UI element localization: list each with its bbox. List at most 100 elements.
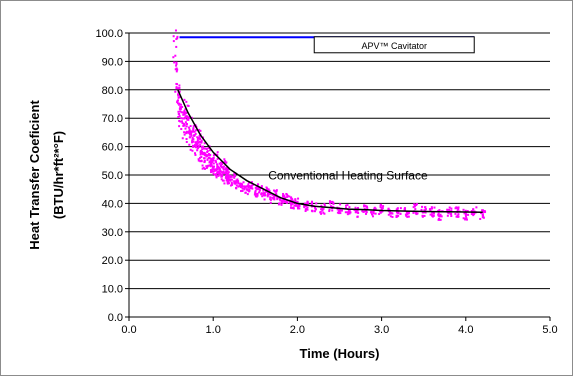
scatter-point (286, 201, 289, 204)
scatter-point (233, 172, 236, 175)
scatter-point (191, 130, 194, 133)
scatter-point (195, 142, 198, 145)
scatter-point (255, 188, 258, 191)
scatter-point (175, 62, 178, 65)
scatter-point (437, 217, 440, 220)
scatter-point (182, 124, 185, 127)
scatter-point (306, 208, 309, 211)
scatter-point (220, 175, 223, 178)
scatter-point (229, 184, 232, 187)
scatter-point (204, 147, 207, 150)
scatter-point (181, 122, 184, 125)
scatter-point (294, 199, 297, 202)
scatter-point (281, 199, 284, 202)
scatter-point (222, 179, 225, 182)
scatter-point (188, 143, 191, 146)
scatter-point (230, 178, 233, 181)
scatter-point (220, 178, 223, 181)
scatter-point (258, 188, 261, 191)
scatter-point (294, 204, 297, 207)
scatter-point (396, 215, 399, 218)
scatter-point (447, 208, 450, 211)
scatter-point (294, 200, 297, 203)
scatter-point (208, 161, 211, 164)
scatter-point (464, 218, 467, 221)
scatter-point (261, 195, 264, 198)
scatter-point (212, 168, 215, 171)
scatter-point (176, 35, 179, 38)
scatter-point (215, 174, 218, 177)
scatter-point (415, 203, 418, 206)
scatter-point (193, 130, 196, 133)
scatter-point (174, 54, 177, 57)
scatter-point (361, 209, 364, 212)
scatter-point (199, 137, 202, 140)
scatter-point (275, 189, 278, 192)
scatter-point (187, 118, 190, 121)
scatter-point (254, 189, 257, 192)
scatter-point (216, 157, 219, 160)
scatter-point (187, 104, 190, 107)
scatter-point (203, 142, 206, 145)
scatter-point (227, 177, 230, 180)
scatter-point (269, 198, 272, 201)
x-axis-title: Time (Hours) (300, 346, 380, 361)
scatter-point (291, 198, 294, 201)
scatter-point (475, 206, 478, 209)
scatter-point (172, 56, 175, 59)
scatter-point (247, 183, 250, 186)
scatter-point (212, 162, 215, 165)
scatter-point (178, 107, 181, 110)
scatter-point (457, 206, 460, 209)
scatter-point (193, 134, 196, 137)
scatter-point (346, 211, 349, 214)
scatter-point (206, 154, 209, 157)
scatter-point (248, 188, 251, 191)
scatter-point (178, 90, 181, 93)
scatter-point (271, 196, 274, 199)
scatter-point (174, 90, 177, 93)
scatter-point (183, 98, 186, 101)
scatter-point (372, 210, 375, 213)
scatter-point (454, 207, 457, 210)
scatter-point (405, 210, 408, 213)
scatter-point (210, 162, 213, 165)
scatter-point (215, 176, 218, 179)
scatter-point (235, 184, 238, 187)
scatter-point (212, 165, 215, 168)
scatter-point (292, 207, 295, 210)
scatter-point (378, 210, 381, 213)
scatter-point (480, 212, 483, 215)
scatter-point (180, 117, 183, 120)
scatter-point (233, 182, 236, 185)
scatter-point (181, 137, 184, 140)
scatter-point (179, 110, 182, 113)
y-tick-label: 20.0 (102, 255, 123, 267)
scatter-point (290, 206, 293, 209)
scatter-point (235, 187, 238, 190)
scatter-point (382, 205, 385, 208)
scatter-point (364, 212, 367, 215)
scatter-point (354, 206, 357, 209)
scatter-point (178, 84, 181, 87)
scatter-point (315, 202, 318, 205)
scatter-point (470, 210, 473, 213)
scatter-point (185, 122, 188, 125)
scatter-point (378, 213, 381, 216)
scatter-point (242, 181, 245, 184)
scatter-point (430, 206, 433, 209)
scatter-point (437, 209, 440, 212)
scatter-point (463, 212, 466, 215)
scatter-point (254, 193, 257, 196)
scatter-point (189, 133, 192, 136)
scatter-point (387, 207, 390, 210)
scatter-point (471, 212, 474, 215)
scatter-point (183, 131, 186, 134)
scatter-point (432, 212, 435, 215)
scatter-point (420, 208, 423, 211)
scatter-point (203, 159, 206, 162)
conventional-fit-line (177, 89, 483, 213)
scatter-point (226, 175, 229, 178)
scatter-point (185, 125, 188, 128)
scatter-point (247, 186, 250, 189)
